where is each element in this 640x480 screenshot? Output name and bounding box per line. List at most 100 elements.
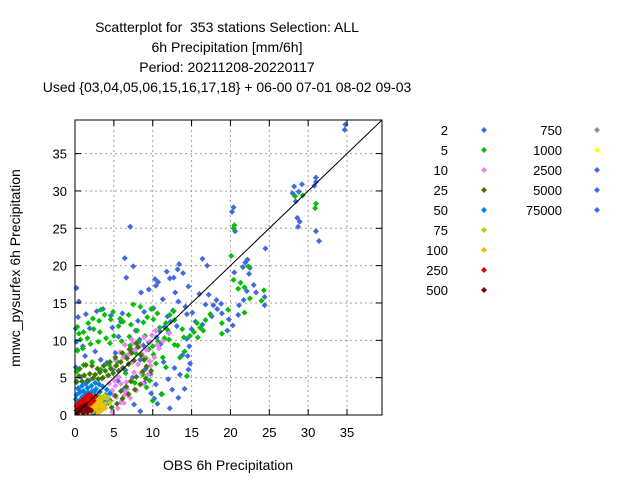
data-point xyxy=(123,383,130,390)
data-point xyxy=(174,342,181,349)
data-point xyxy=(144,314,151,321)
data-point xyxy=(342,121,349,128)
data-point xyxy=(230,204,237,211)
data-point xyxy=(197,324,204,331)
data-point xyxy=(79,345,86,352)
y-tick-label: 20 xyxy=(53,259,67,274)
chart-title-line-1: Scatterplot for 353 stations Selection: … xyxy=(95,19,359,35)
data-point xyxy=(143,384,150,391)
legend-label: 25 xyxy=(434,183,448,198)
data-point xyxy=(107,365,114,372)
data-point xyxy=(128,350,135,357)
data-point xyxy=(97,394,104,401)
data-point xyxy=(82,353,89,359)
data-point xyxy=(213,296,220,303)
data-point xyxy=(218,330,225,337)
data-point xyxy=(101,311,108,318)
data-point xyxy=(112,382,119,389)
data-point xyxy=(96,381,103,388)
data-point xyxy=(120,318,127,325)
data-point xyxy=(106,399,113,406)
data-point xyxy=(228,252,235,259)
data-point xyxy=(89,362,96,369)
data-point xyxy=(137,381,144,388)
data-point xyxy=(95,409,102,416)
data-point xyxy=(78,382,85,389)
data-point xyxy=(131,401,138,408)
data-point xyxy=(150,316,157,323)
data-point xyxy=(159,338,166,345)
legend-label: 750 xyxy=(540,123,562,138)
data-point xyxy=(151,354,158,361)
data-point xyxy=(148,305,155,312)
data-point xyxy=(246,270,253,277)
data-point xyxy=(180,334,187,341)
x-tick-label: 25 xyxy=(262,425,276,440)
legend-label: 2 xyxy=(441,123,448,138)
data-point xyxy=(96,317,103,324)
data-point xyxy=(140,342,147,349)
data-point xyxy=(74,347,81,354)
data-point xyxy=(295,223,302,230)
data-point xyxy=(176,261,183,268)
data-point xyxy=(312,200,319,207)
data-point xyxy=(109,409,116,416)
data-point xyxy=(185,283,192,290)
data-point xyxy=(166,336,173,343)
data-point xyxy=(142,375,149,382)
data-point xyxy=(112,354,119,361)
x-tick-label: 15 xyxy=(184,425,198,440)
data-point xyxy=(128,336,135,343)
legend-marker xyxy=(481,227,487,233)
data-point xyxy=(229,322,236,329)
data-point xyxy=(145,371,152,378)
data-point xyxy=(237,279,244,286)
legend-label: 75000 xyxy=(526,203,562,218)
axis-ticks: 0 5 10 15 20 25 30 35 0 5 10 15 20 25 30 35 xyxy=(53,120,382,440)
data-point xyxy=(228,208,235,215)
legend-label: 50 xyxy=(434,203,448,218)
data-point xyxy=(88,407,95,414)
data-point xyxy=(190,329,197,336)
data-point xyxy=(75,314,82,321)
legend-marker xyxy=(481,267,487,273)
data-point xyxy=(133,340,140,347)
data-point xyxy=(121,388,128,395)
data-point xyxy=(148,367,155,374)
data-point xyxy=(187,332,194,339)
x-tick-label: 35 xyxy=(340,425,354,440)
data-point xyxy=(76,365,83,372)
data-point xyxy=(250,282,257,289)
data-point xyxy=(180,270,187,277)
data-point xyxy=(80,409,87,416)
data-point xyxy=(108,404,115,411)
data-point xyxy=(120,354,127,361)
legend-marker xyxy=(594,167,600,173)
data-point xyxy=(316,237,323,244)
data-point xyxy=(194,334,201,341)
data-point xyxy=(86,370,93,377)
legend-marker xyxy=(594,147,600,153)
data-point xyxy=(312,205,319,212)
data-point xyxy=(291,193,298,200)
data-point xyxy=(141,308,148,315)
data-point xyxy=(170,274,177,281)
data-point xyxy=(95,338,102,345)
legend-label: 5 xyxy=(441,143,448,158)
data-point xyxy=(202,301,209,308)
y-tick-label: 5 xyxy=(60,371,67,386)
data-point xyxy=(241,284,248,291)
data-point xyxy=(194,320,201,327)
data-point xyxy=(134,317,141,324)
data-point xyxy=(106,340,113,347)
data-point xyxy=(154,341,161,348)
data-point xyxy=(134,327,141,334)
data-point xyxy=(230,276,237,283)
data-point xyxy=(152,360,159,367)
legend-marker xyxy=(481,287,487,293)
data-point xyxy=(189,309,196,316)
data-point xyxy=(131,369,138,376)
chart-title-line-4: Used {03,04,05,06,15,16,17,18} + 06-00 0… xyxy=(42,79,412,95)
